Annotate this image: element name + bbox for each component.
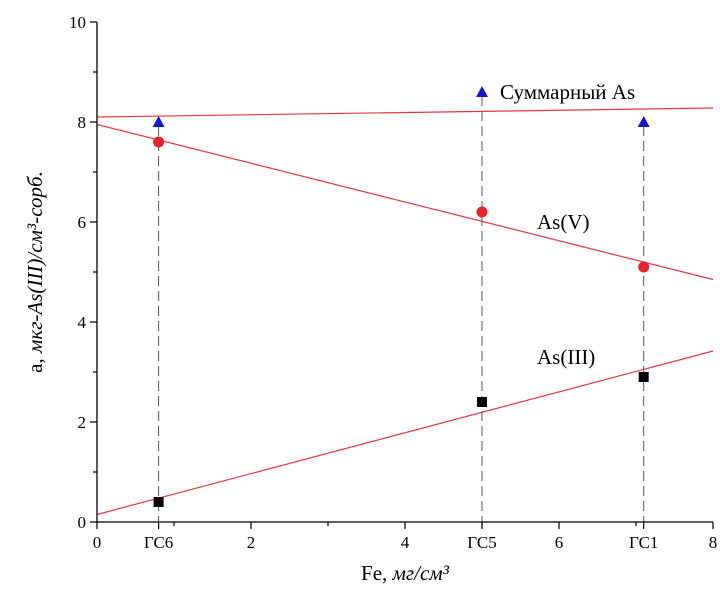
x-axis-title-prefix: Fe, bbox=[361, 561, 393, 585]
x-tick-label: 0 bbox=[93, 533, 102, 552]
data-point-triangle bbox=[637, 116, 650, 127]
x-tick-label: ГС6 bbox=[144, 533, 173, 552]
fit-line bbox=[96, 107, 714, 118]
data-point-triangle bbox=[152, 116, 165, 127]
y-tick-label: 2 bbox=[78, 413, 87, 432]
x-tick-label: ГС1 bbox=[629, 533, 658, 552]
x-tick-label: 2 bbox=[247, 533, 256, 552]
data-point-square bbox=[638, 372, 649, 382]
x-axis-title-unit: мг/см³ bbox=[392, 561, 450, 585]
sample-drop-lines bbox=[158, 96, 645, 522]
x-tick-label: 4 bbox=[401, 533, 410, 552]
data-point-circle bbox=[153, 136, 165, 148]
data-point-square bbox=[477, 397, 487, 407]
series-label: As(V) bbox=[537, 210, 590, 234]
y-axis-title-unit: мкг-As(III)/см³-сорб. bbox=[23, 171, 47, 354]
ticks: 0 ГС6 2 4 ГС5 6 ГС1 8 0 2 4 6 8 10 bbox=[69, 13, 717, 552]
fit-line bbox=[96, 123, 714, 281]
data-points bbox=[152, 86, 650, 507]
series-labels: Суммарный As As(V) As(III) bbox=[500, 80, 635, 369]
data-point-circle bbox=[638, 261, 650, 273]
y-axis-title: a, мкг-As(III)/см³-сорб. bbox=[23, 171, 47, 373]
y-tick-label: 4 bbox=[78, 313, 87, 332]
y-tick-label: 0 bbox=[78, 513, 87, 532]
data-point-circle bbox=[476, 206, 488, 218]
x-tick-label: 6 bbox=[555, 533, 564, 552]
y-tick-label: 10 bbox=[69, 13, 86, 32]
series-label: Суммарный As bbox=[500, 80, 635, 104]
x-tick-label: 8 bbox=[709, 533, 718, 552]
data-point-square bbox=[153, 497, 164, 507]
x-axis-title: Fe, мг/см³ bbox=[361, 561, 450, 585]
y-tick-label: 6 bbox=[78, 213, 87, 232]
series-label: As(III) bbox=[537, 345, 595, 369]
fit-line bbox=[96, 350, 714, 516]
y-tick-label: 8 bbox=[78, 113, 87, 132]
y-axis-title-prefix: a, bbox=[23, 353, 47, 373]
x-tick-label: ГС5 bbox=[467, 533, 496, 552]
fit-lines bbox=[96, 107, 714, 516]
data-point-triangle bbox=[476, 86, 488, 97]
